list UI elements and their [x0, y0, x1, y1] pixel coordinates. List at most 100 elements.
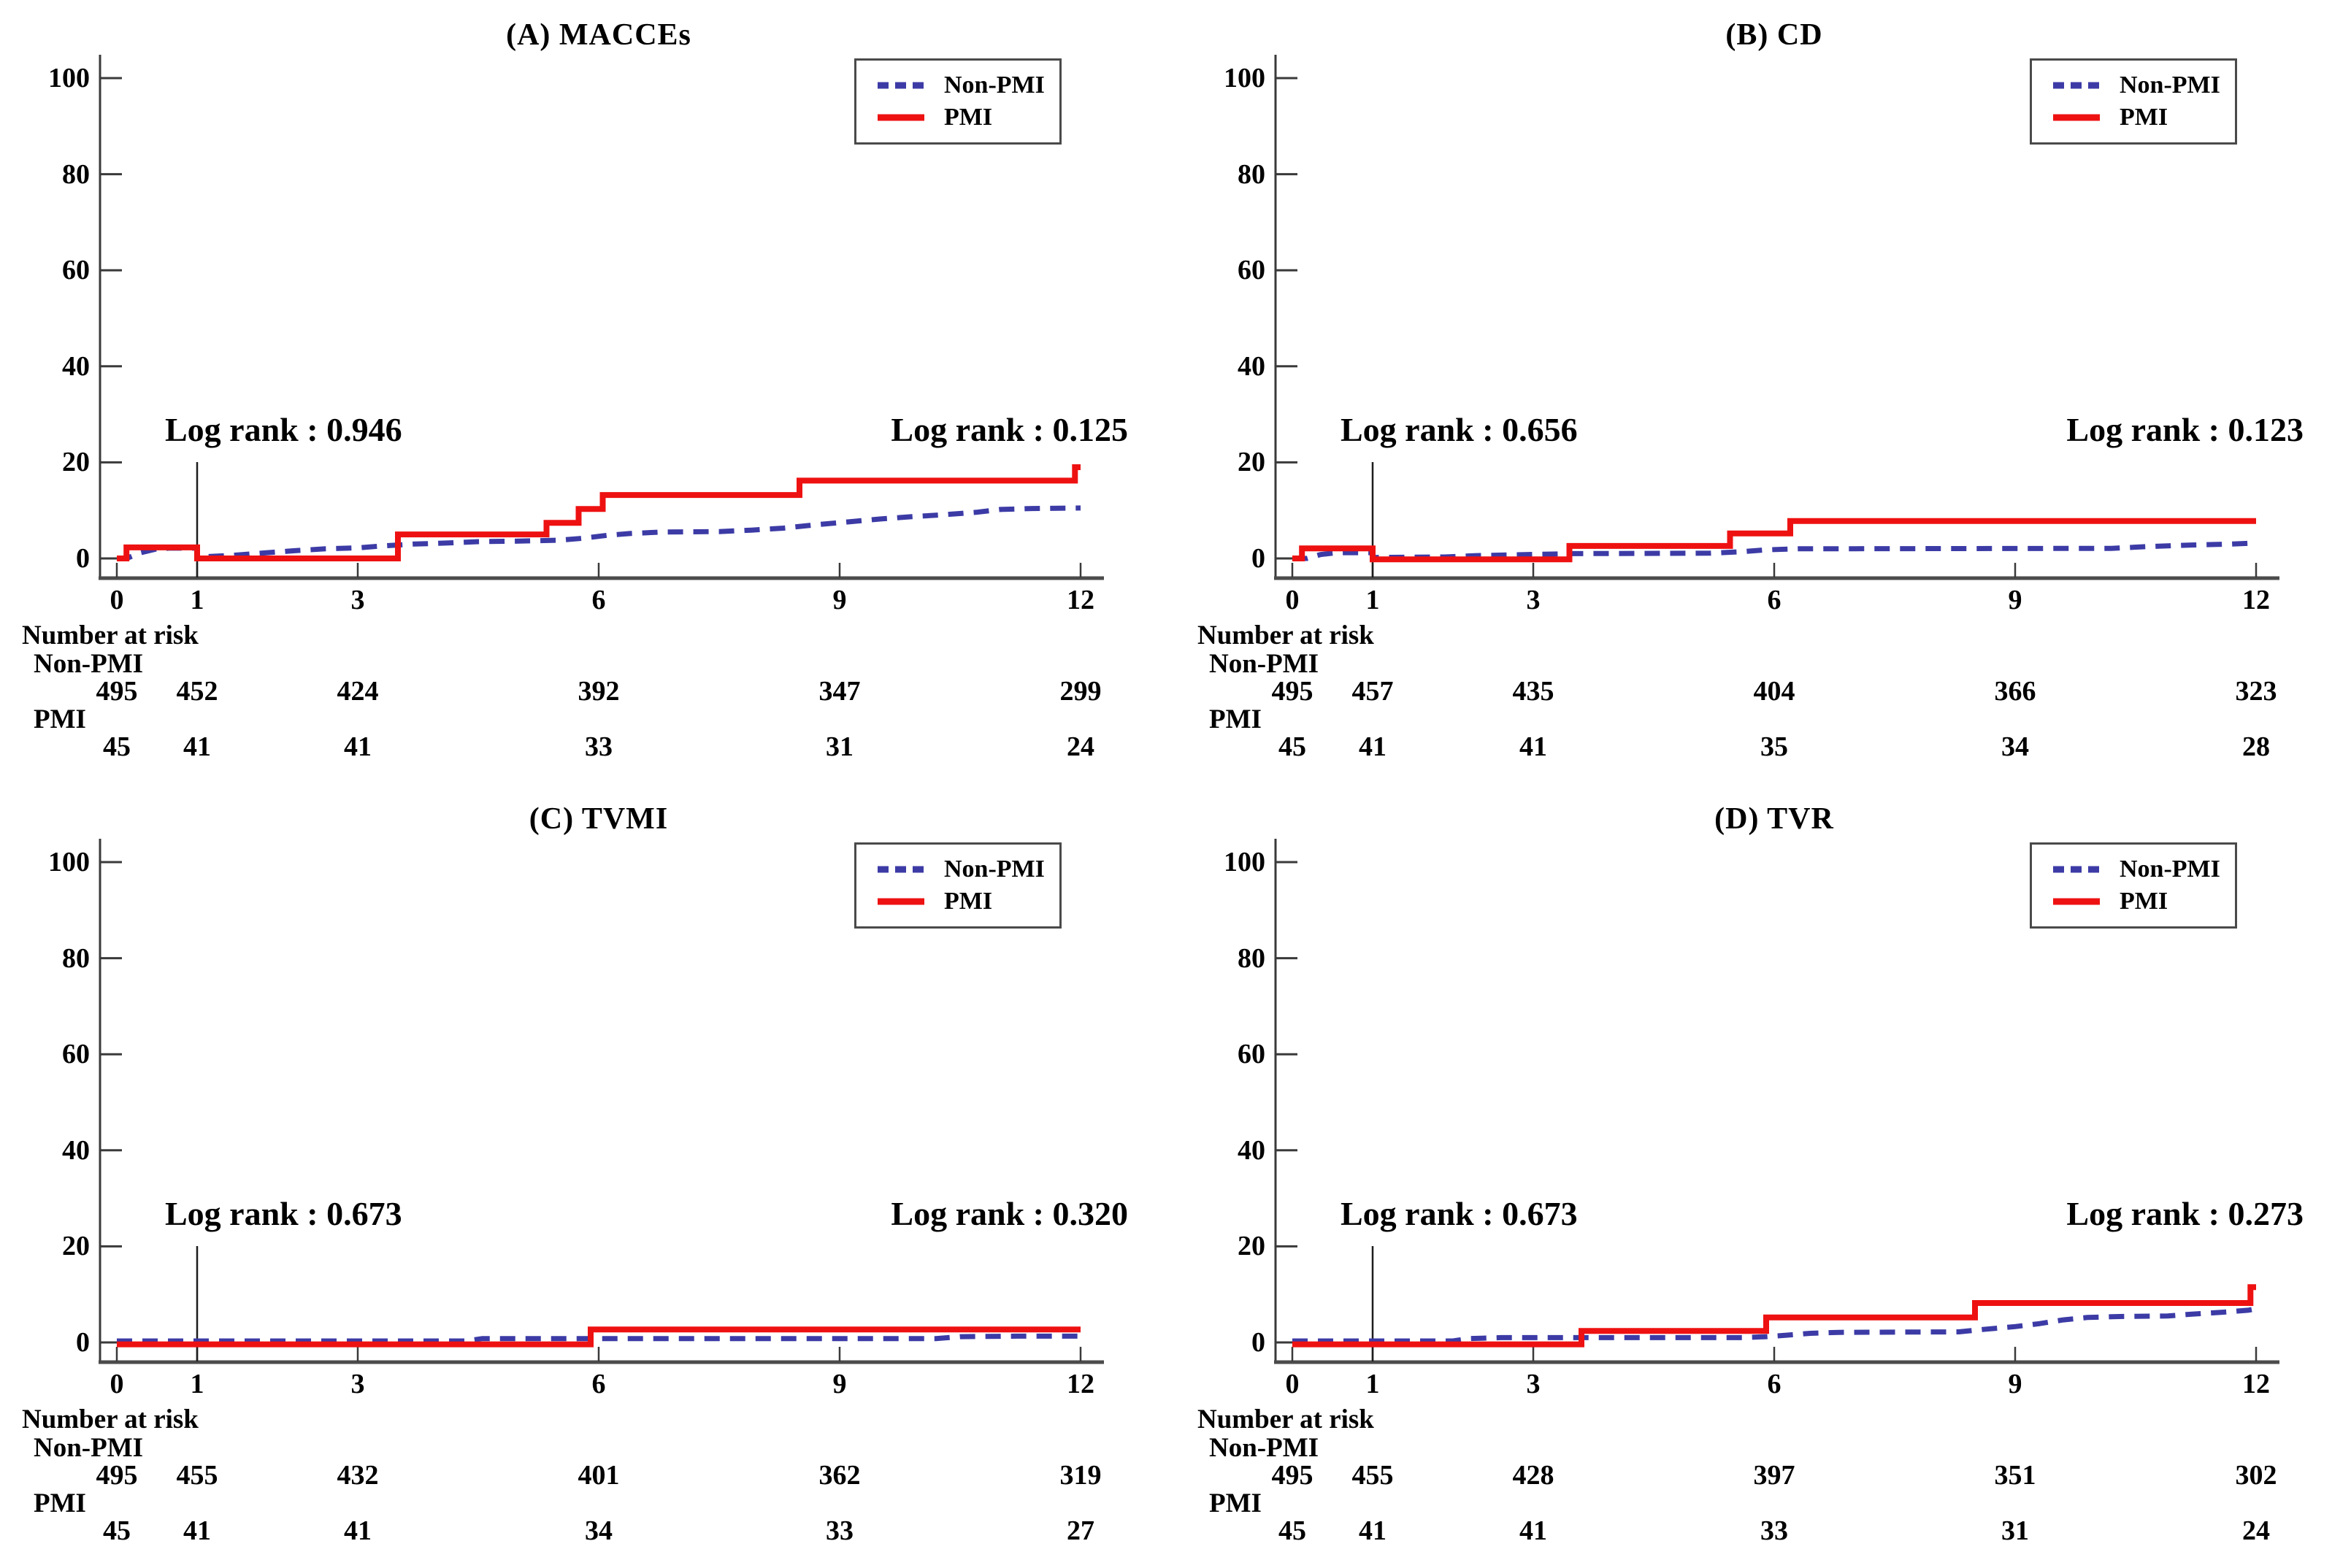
risk-count: 401 — [578, 1460, 620, 1491]
pmi-line-sample-icon — [878, 898, 924, 905]
risk-count: 34 — [585, 1515, 613, 1546]
y-tick-label: 20 — [62, 1231, 90, 1262]
risk-count: 404 — [1753, 676, 1795, 707]
legend-label: PMI — [944, 104, 993, 131]
risk-count: 432 — [337, 1460, 379, 1491]
risk-count: 455 — [176, 1460, 218, 1491]
risk-row-label: PMI — [1209, 1488, 1262, 1518]
risk-row-label: PMI — [1209, 704, 1262, 734]
x-tick-label: 6 — [1767, 585, 1782, 615]
risk-count: 41 — [344, 731, 372, 762]
x-tick-label: 6 — [591, 1369, 606, 1399]
pmi-line-sample-icon — [878, 114, 924, 121]
risk-count: 33 — [826, 1515, 854, 1546]
panel-title: (B) CD — [1725, 18, 1823, 52]
x-tick-label: 12 — [1067, 1369, 1094, 1399]
non-pmi-line-sample-icon — [2053, 82, 2100, 89]
risk-count: 323 — [2235, 676, 2277, 707]
x-tick-label: 1 — [190, 585, 204, 615]
legend-item: Non-PMI — [2052, 69, 2228, 101]
risk-count: 41 — [1359, 1515, 1387, 1546]
risk-count: 45 — [103, 731, 131, 762]
risk-count: 495 — [96, 1460, 138, 1491]
legend-item: PMI — [877, 885, 1052, 918]
x-tick-label: 6 — [591, 585, 606, 615]
pmi-curve — [117, 1326, 1081, 1348]
legend-item: PMI — [2052, 885, 2228, 918]
plot-area-b — [1274, 55, 2279, 580]
plot-area-d — [1274, 839, 2279, 1364]
risk-count: 41 — [1519, 731, 1547, 762]
risk-count: 45 — [1278, 1515, 1306, 1546]
y-tick-label: 20 — [1238, 1231, 1265, 1262]
legend-box: Non-PMI PMI — [854, 58, 1062, 145]
risk-count: 45 — [1278, 731, 1306, 762]
panel-title: (C) TVMI — [529, 802, 669, 836]
x-tick-label: 0 — [110, 585, 124, 615]
risk-count: 452 — [176, 676, 218, 707]
y-tick-label: 80 — [1238, 158, 1265, 190]
x-tick-label: 3 — [350, 585, 365, 615]
panel-title: (D) TVR — [1714, 802, 1834, 836]
risk-row-label: PMI — [34, 1488, 86, 1518]
legend-label: Non-PMI — [2120, 856, 2220, 883]
legend-item: Non-PMI — [877, 69, 1052, 101]
risk-count: 35 — [1760, 731, 1788, 762]
y-tick-label: 40 — [62, 350, 90, 382]
y-tick-label: 60 — [62, 1039, 90, 1070]
legend-box: Non-PMI PMI — [2030, 842, 2237, 929]
risk-count: 41 — [344, 1515, 372, 1546]
x-tick-label: 6 — [1767, 1369, 1782, 1399]
risk-count: 392 — [578, 676, 620, 707]
x-tick-label: 0 — [1285, 1369, 1300, 1399]
log-rank-landmark-label: Log rank : 0.946 — [165, 411, 402, 448]
x-tick-label: 9 — [832, 1369, 847, 1399]
y-tick-label: 80 — [62, 942, 90, 974]
risk-count: 28 — [2242, 731, 2270, 762]
risk-count: 34 — [2001, 731, 2029, 762]
panel-b: (B) CD Non-PMI PMI Log rank : 0.656 Log rank… — [1176, 0, 2351, 784]
y-tick-label: 20 — [62, 447, 90, 478]
y-tick-label: 80 — [62, 158, 90, 190]
risk-count: 41 — [183, 731, 211, 762]
number-at-risk-header: Number at risk — [1197, 620, 1374, 650]
non-pmi-curve — [117, 505, 1081, 561]
x-tick-label: 1 — [190, 1369, 204, 1399]
number-at-risk-header: Number at risk — [22, 1404, 199, 1434]
x-tick-label: 12 — [1067, 585, 1094, 615]
risk-count: 455 — [1351, 1460, 1394, 1491]
x-tick-label: 12 — [2242, 585, 2270, 615]
y-tick-label: 0 — [76, 1327, 90, 1358]
y-tick-label: 0 — [1251, 1327, 1265, 1358]
pmi-curve — [1292, 1284, 2256, 1348]
pmi-line-sample-icon — [2053, 114, 2100, 121]
risk-count: 424 — [337, 676, 379, 707]
plot-area-c — [99, 839, 1104, 1364]
legend-item: Non-PMI — [877, 853, 1052, 885]
legend-label: Non-PMI — [944, 856, 1045, 883]
panel-d: (D) TVR Non-PMI PMI Log rank : 0.673 Log ran… — [1176, 784, 2351, 1568]
number-at-risk-header: Number at risk — [22, 620, 199, 650]
risk-count: 366 — [1994, 676, 2036, 707]
legend-item: PMI — [877, 101, 1052, 134]
x-tick-label: 9 — [832, 585, 847, 615]
non-pmi-curve — [1292, 1306, 2257, 1344]
panel-c: (C) TVMI Non-PMI PMI Log rank : 0.673 Log ra… — [0, 784, 1176, 1568]
x-tick-label: 0 — [110, 1369, 124, 1399]
risk-count: 347 — [818, 676, 861, 707]
x-tick-label: 0 — [1285, 585, 1300, 615]
pmi-curve — [1292, 518, 2256, 563]
risk-count: 33 — [1760, 1515, 1788, 1546]
y-tick-label: 0 — [76, 543, 90, 574]
pmi-line-sample-icon — [2053, 898, 2100, 905]
log-rank-landmark-label: Log rank : 0.656 — [1341, 411, 1578, 448]
risk-count: 41 — [1359, 731, 1387, 762]
risk-count: 495 — [1271, 1460, 1313, 1491]
log-rank-overall-label: Log rank : 0.273 — [2066, 1195, 2304, 1232]
log-rank-overall-label: Log rank : 0.320 — [891, 1195, 1128, 1232]
log-rank-landmark-label: Log rank : 0.673 — [165, 1195, 402, 1232]
non-pmi-curve — [117, 1333, 1081, 1344]
legend-label: PMI — [2120, 888, 2168, 915]
y-tick-label: 40 — [62, 1134, 90, 1166]
